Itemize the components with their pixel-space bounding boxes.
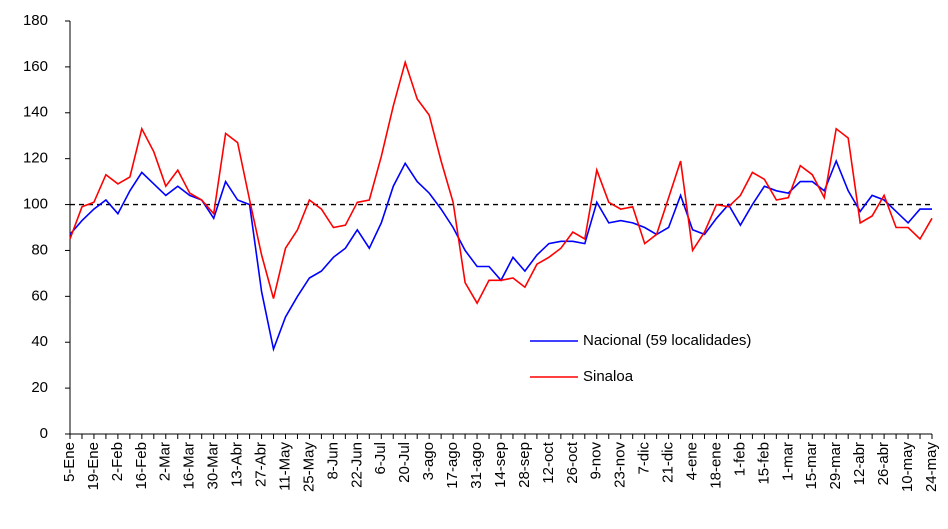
x-tick-label: 29-mar xyxy=(827,442,844,490)
y-tick-label: 140 xyxy=(23,104,48,121)
x-tick-label: 2-Mar xyxy=(157,442,174,481)
x-tick-label: 1-feb xyxy=(731,442,748,476)
y-tick-label: 40 xyxy=(31,333,48,350)
x-tick-label: 14-sep xyxy=(492,442,509,488)
legend-label: Nacional (59 localidades) xyxy=(583,332,751,349)
y-tick-label: 0 xyxy=(40,425,48,442)
x-tick-label: 28-sep xyxy=(516,442,533,488)
x-tick-label: 15-feb xyxy=(755,442,772,485)
x-tick-label: 12-abr xyxy=(851,442,868,485)
x-tick-label: 27-Abr xyxy=(253,442,270,487)
x-tick-label: 18-ene xyxy=(707,442,724,489)
x-tick-label: 16-Mar xyxy=(181,442,198,490)
x-tick-label: 16-Feb xyxy=(133,442,150,490)
x-tick-label: 9-nov xyxy=(588,442,605,480)
x-tick-label: 12-oct xyxy=(540,441,557,484)
x-tick-label: 10-may xyxy=(899,442,916,493)
x-tick-label: 3-ago xyxy=(420,442,437,480)
y-tick-label: 120 xyxy=(23,150,48,167)
y-tick-label: 100 xyxy=(23,196,48,213)
x-tick-label: 19-Ene xyxy=(85,442,102,490)
x-tick-label: 6-Jul xyxy=(372,442,389,475)
x-tick-label: 26-abr xyxy=(875,442,892,485)
x-tick-label: 30-Mar xyxy=(205,442,222,490)
series-line xyxy=(69,158,932,352)
x-tick-label: 4-ene xyxy=(684,442,701,480)
y-tick-label: 80 xyxy=(31,241,48,258)
x-tick-label: 25-May xyxy=(300,442,317,493)
x-tick-label: 23-nov xyxy=(612,442,629,488)
y-tick-label: 180 xyxy=(23,12,48,29)
legend-label: Sinaloa xyxy=(583,368,634,385)
x-tick-label: 1-mar xyxy=(779,442,796,481)
y-tick-label: 160 xyxy=(23,58,48,75)
x-tick-label: 13-Abr xyxy=(229,442,246,487)
x-tick-label: 8-Jun xyxy=(324,442,341,480)
x-tick-label: 31-ago xyxy=(468,442,485,489)
x-tick-label: 15-mar xyxy=(803,442,820,490)
x-tick-label: 20-Jul xyxy=(396,442,413,483)
x-tick-label: 22-Jun xyxy=(348,442,365,488)
x-tick-label: 2-Feb xyxy=(109,442,126,481)
x-tick-label: 26-oct xyxy=(564,441,581,484)
x-tick-label: 21-dic xyxy=(660,442,677,483)
y-tick-label: 60 xyxy=(31,287,48,304)
x-tick-label: 5-Ene xyxy=(61,442,78,482)
x-tick-label: 24-may xyxy=(923,442,940,493)
x-tick-label: 7-dic xyxy=(636,442,653,475)
x-tick-label: 17-ago xyxy=(444,442,461,489)
y-tick-label: 20 xyxy=(31,379,48,396)
series-line xyxy=(69,59,933,305)
x-tick-label: 11-May xyxy=(276,442,293,491)
